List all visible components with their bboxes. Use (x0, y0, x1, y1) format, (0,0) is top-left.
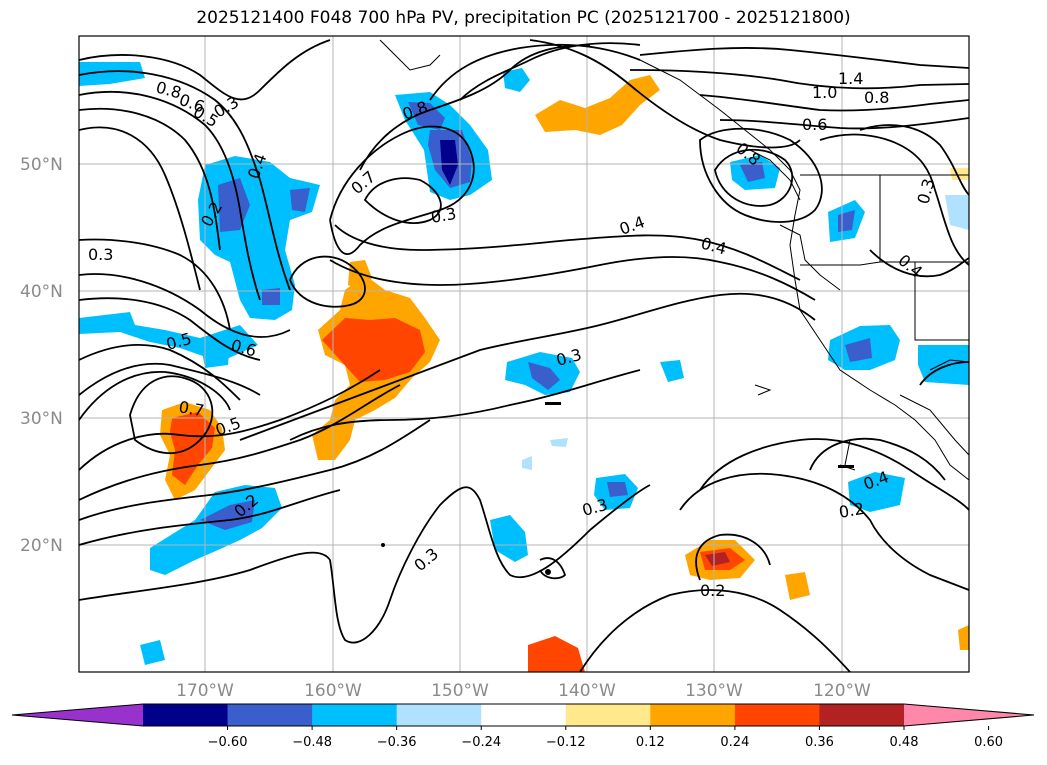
coastlines (379, 39, 969, 481)
contour-label: 0.3 (429, 204, 457, 227)
pv-contours (79, 39, 969, 672)
map-content: 0.8 0.6 0.5 0.3 0.4 0.2 0.8 0.7 0.3 0.3 … (79, 36, 969, 672)
colorbar-tick-label: 0.60 (974, 735, 1003, 750)
colorbar-segment (227, 704, 313, 726)
contour-label: 0.8 (864, 88, 889, 107)
colorbar-tick-label: 0.24 (720, 735, 749, 750)
map-frame (78, 35, 970, 673)
colorbar-outline (11, 703, 1035, 727)
islands (381, 402, 854, 575)
lon-label-160w: 160°W (304, 681, 362, 701)
map-title: 2025121400 F048 700 hPa PV, precipitatio… (196, 8, 851, 28)
colorbar: −0.60 −0.48 −0.36 −0.24 −0.12 0.12 0.24 0.36 0.4… (11, 703, 1035, 750)
colorbar-tick-label: 0.36 (805, 735, 834, 750)
colorbar-segment (650, 704, 736, 726)
contour-label: 1.0 (812, 83, 837, 102)
colorbar-extend-max (904, 704, 1034, 726)
colorbar-tick-label: −0.36 (377, 735, 417, 750)
contour-label: 0.3 (88, 245, 113, 264)
contour-label: 0.7 (177, 397, 205, 420)
colorbar-segment (565, 704, 651, 726)
graticule (79, 36, 969, 672)
colorbar-segment (819, 704, 905, 726)
colorbar-tick-label: −0.48 (292, 735, 332, 750)
contour-label: 0.6 (802, 115, 827, 134)
lon-label-150w: 150°W (431, 681, 489, 701)
lat-label-30: 30°N (20, 409, 63, 429)
contour-label: 1.4 (838, 69, 863, 88)
colorbar-tick-label: −0.12 (546, 735, 586, 750)
contour-label: 0.2 (700, 581, 725, 600)
latitude-labels: 50°N 40°N 30°N 20°N (20, 155, 63, 556)
colorbar-extend-min (12, 704, 143, 726)
lon-label-130w: 130°W (685, 681, 743, 701)
colorbar-tick-label: −0.24 (461, 735, 501, 750)
colorbar-segment (734, 704, 820, 726)
colorbar-tick-label: 0.12 (636, 735, 665, 750)
colorbar-tick-label: 0.48 (890, 735, 919, 750)
lon-label-140w: 140°W (558, 681, 616, 701)
colorbar-tick-label: −0.60 (208, 735, 248, 750)
lon-label-170w: 170°W (176, 681, 234, 701)
colorbar-segment (481, 704, 567, 726)
longitude-labels: 170°W 160°W 150°W 140°W 130°W 120°W (176, 681, 871, 701)
colorbar-segment (312, 704, 398, 726)
lat-label-50: 50°N (20, 155, 63, 175)
contour-label: 0.2 (837, 499, 865, 522)
colorbar-segment (143, 704, 229, 726)
lat-label-40: 40°N (20, 282, 63, 302)
colorbar-segment (396, 704, 482, 726)
lon-label-120w: 120°W (813, 681, 871, 701)
lat-label-20: 20°N (20, 536, 63, 556)
